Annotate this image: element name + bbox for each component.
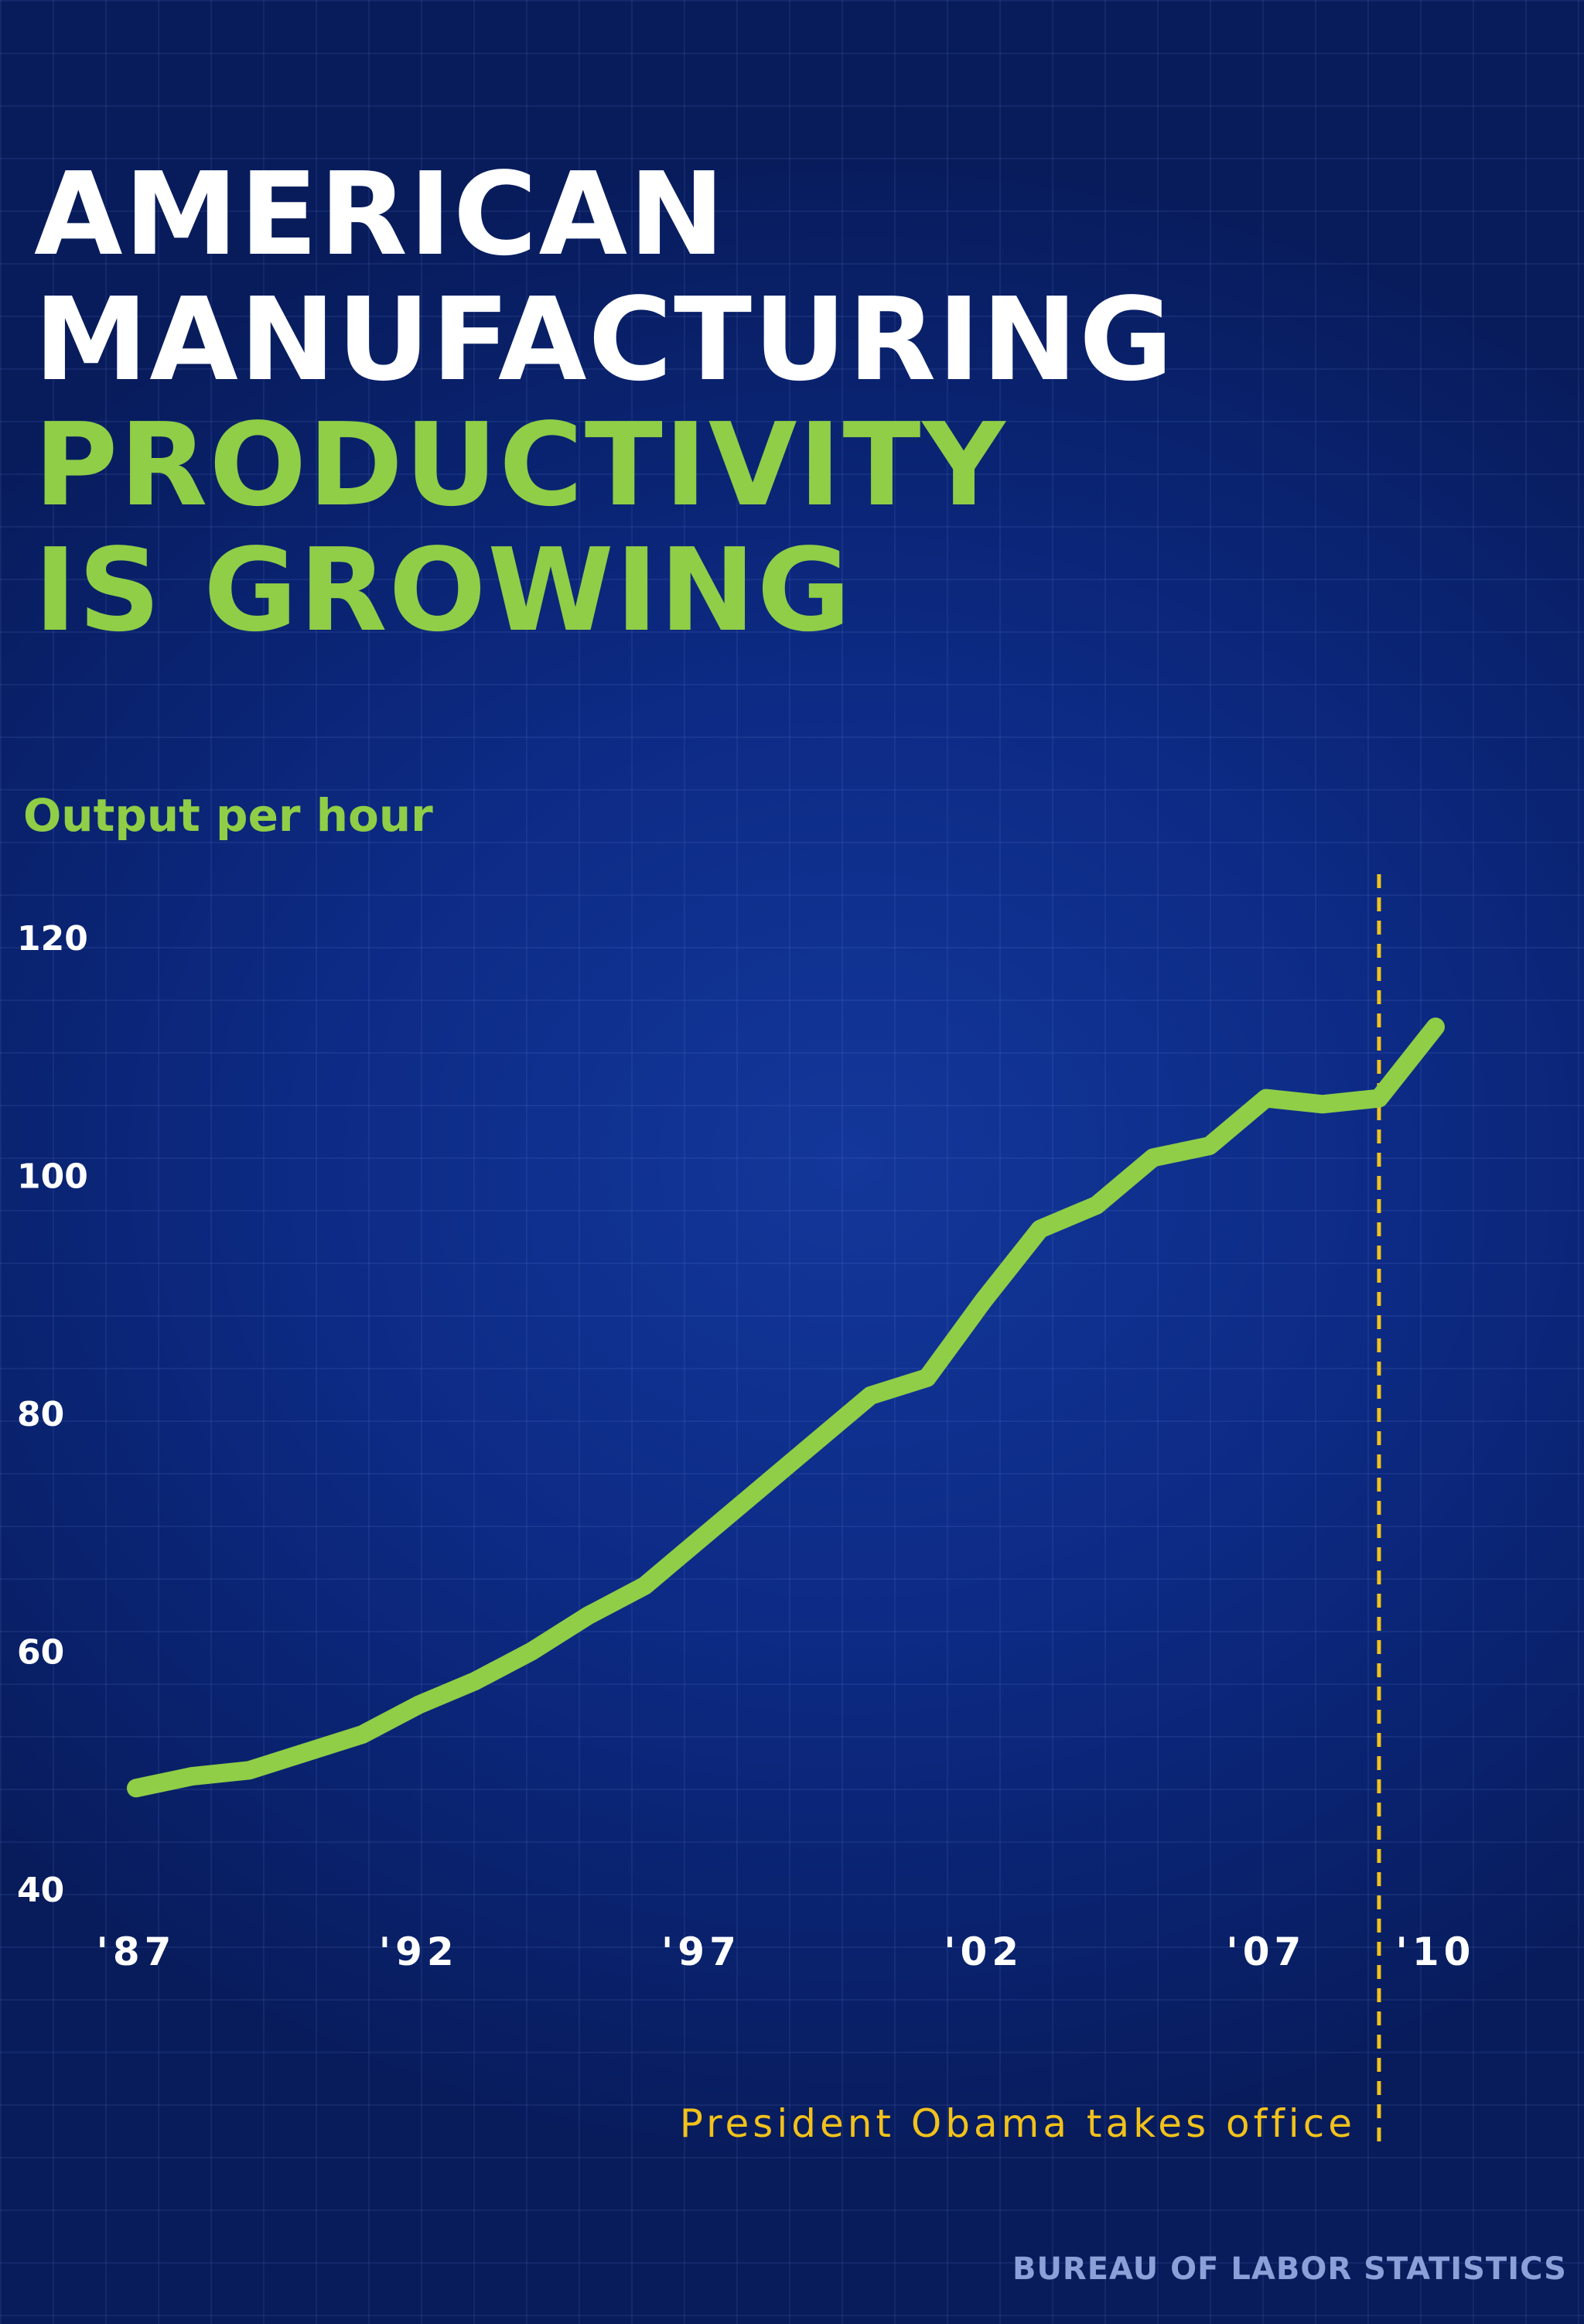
y-tick-label: 60	[17, 1633, 64, 1673]
data-point	[1262, 1095, 1269, 1102]
headline-line-2: MANUFACTURING	[34, 273, 1175, 406]
data-point	[528, 1648, 535, 1655]
series-line	[127, 1017, 1445, 1798]
data-point	[246, 1767, 253, 1774]
y-tick-label: 120	[17, 919, 88, 959]
data-point	[1319, 1101, 1326, 1108]
y-axis-label: Output per hour	[23, 789, 433, 842]
data-point	[359, 1731, 366, 1738]
x-tick-label: '07	[1226, 1929, 1306, 1974]
x-tick-label: '97	[661, 1929, 741, 1974]
y-tick-label: 100	[17, 1157, 88, 1197]
data-point	[980, 1297, 987, 1304]
data-point	[133, 1785, 139, 1792]
series-group	[127, 1017, 1445, 1798]
x-tick-label: '02	[944, 1929, 1023, 1974]
headline-line-4: IS GROWING	[34, 524, 853, 657]
data-point	[472, 1677, 479, 1684]
x-tick-label: '92	[379, 1929, 459, 1974]
annotation-label: President Obama takes office	[680, 2101, 1356, 2146]
data-point	[811, 1440, 818, 1447]
x-tick-label: '87	[97, 1929, 176, 1974]
y-tick-label: 40	[17, 1871, 64, 1910]
headline-line-1: AMERICAN	[34, 148, 726, 281]
data-point	[1206, 1143, 1213, 1150]
data-point	[1093, 1201, 1100, 1208]
data-point	[641, 1582, 648, 1589]
data-point	[1375, 1095, 1382, 1102]
data-point	[1036, 1225, 1043, 1232]
data-point	[1432, 1024, 1439, 1030]
data-point	[415, 1701, 422, 1708]
data-point	[189, 1772, 196, 1779]
source-credit: BUREAU OF LABOR STATISTICS	[1012, 2251, 1567, 2287]
data-point	[923, 1374, 930, 1381]
y-axis-ticks: 40 60 80 100 120	[17, 919, 88, 1910]
x-tick-label: '10	[1396, 1929, 1476, 1974]
headline-line-3: PRODUCTIVITY	[34, 398, 1007, 531]
y-tick-label: 80	[17, 1395, 64, 1434]
headline: AMERICAN MANUFACTURING PRODUCTIVITY IS G…	[34, 152, 1175, 653]
data-point	[302, 1749, 309, 1756]
data-point	[698, 1535, 705, 1542]
x-axis-ticks: '87 '92 '97 '02 '07 '10	[97, 1929, 1476, 1974]
data-point	[1149, 1154, 1156, 1161]
data-point	[754, 1487, 761, 1494]
data-point	[585, 1612, 592, 1619]
data-point	[867, 1392, 874, 1399]
